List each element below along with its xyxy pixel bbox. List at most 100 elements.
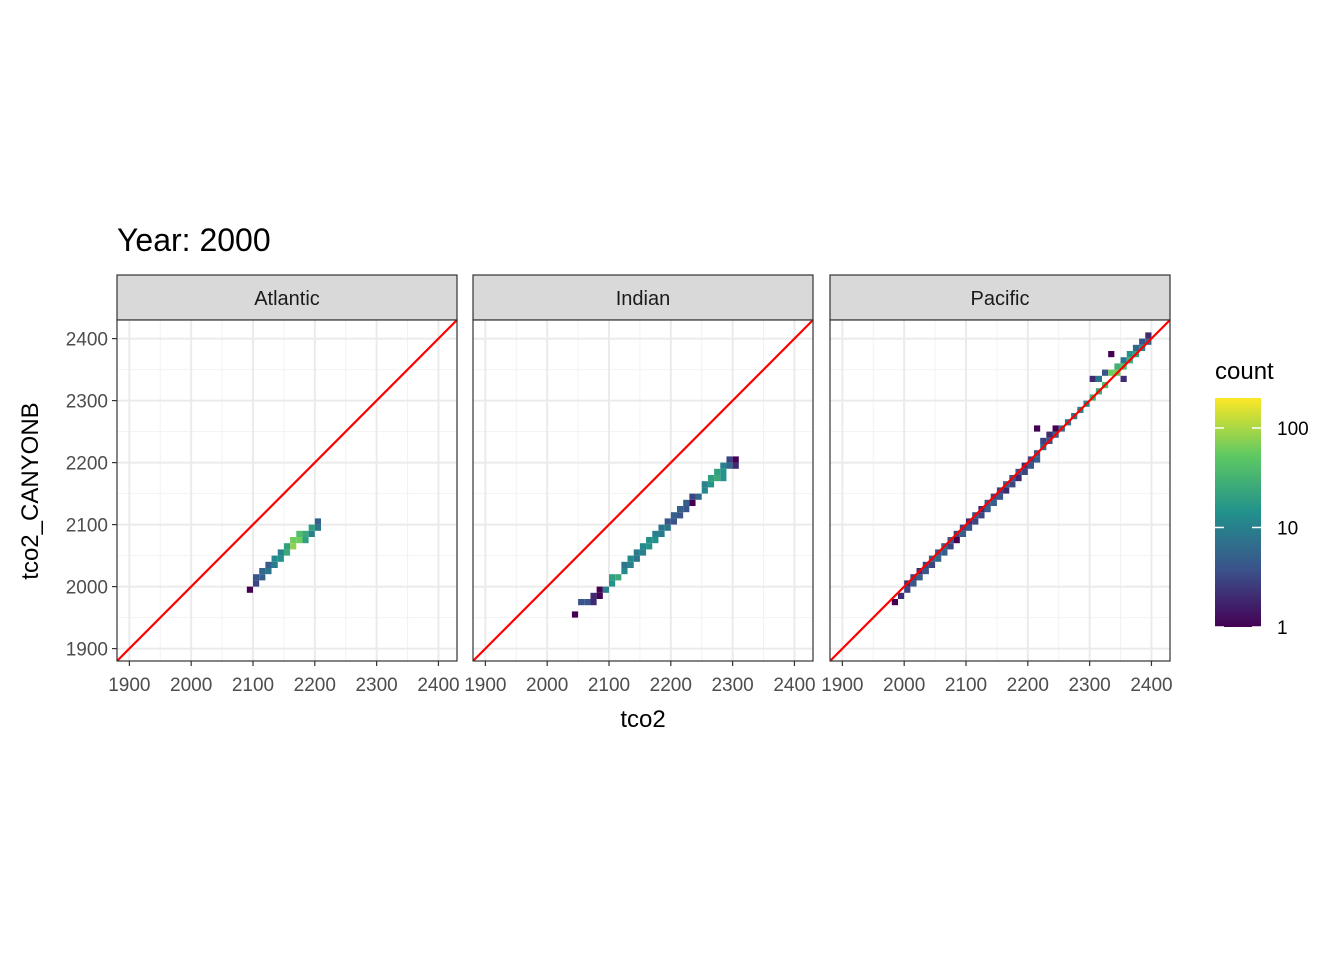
heatmap-bin [652,530,659,537]
heatmap-bin [984,506,991,513]
x-tick-label: 2400 [773,675,815,696]
heatmap-bin [922,568,929,575]
legend-colorbar [1215,398,1261,627]
heatmap-bin [253,580,260,587]
legend-break-label: 100 [1277,419,1309,440]
heatmap-bin [259,574,266,581]
x-tick-label: 2300 [711,675,753,696]
heatmap-bin [959,530,966,537]
panel-border [472,319,814,662]
heatmap-bin [627,561,634,568]
heatmap-bin [1034,456,1041,463]
facet-strip [116,274,458,321]
heatmap-bin [664,524,671,531]
heatmap-bin [910,580,917,587]
heatmap-bin [695,493,702,500]
heatmap-bin [972,518,979,525]
heatmap-bin [578,599,585,606]
y-tick-label: 2300 [66,392,108,413]
heatmap-bin [1102,369,1109,376]
heatmap-bin [290,543,297,550]
heatmap-bin [277,555,284,562]
heatmap-bin [941,549,948,556]
heatmap-bin [314,518,321,525]
panel-border [116,319,458,662]
heatmap-bin [639,543,647,550]
y-tick-label: 2200 [66,454,108,475]
heatmap-bin [1003,487,1010,494]
heatmap-bin [283,549,291,556]
heatmap-bin [1015,475,1022,482]
heatmap-bin [947,543,954,550]
heatmap-bin [290,537,297,544]
heatmap-bin [689,493,696,500]
heatmap-bin [966,524,973,531]
heatmap-bin [302,537,309,544]
x-tick-label: 2000 [526,675,568,696]
heatmap-bin [1114,363,1121,370]
heatmap-bin [953,537,960,544]
heatmap-bin [246,586,253,593]
x-tick-label: 2100 [232,675,274,696]
x-tick-label: 2400 [417,675,459,696]
heatmap-bin [596,592,603,599]
heatmap-bin [720,468,727,475]
chart-title: Year: 2000 [117,222,271,258]
heatmap-bin [726,462,733,469]
heatmap-bin [308,524,315,531]
x-tick-label: 2100 [588,675,630,696]
x-tick-label: 2000 [170,675,212,696]
heatmap-bin [1139,338,1146,345]
heatmap-bin [1108,369,1115,376]
heatmap-bin [1040,437,1047,444]
y-axis: 1900 2000 2100 2200 2300 2400 [66,330,117,661]
reference-line [473,320,813,661]
facet-label: Indian [616,288,671,310]
heatmap-bin [891,599,898,606]
heatmap-bin [670,512,677,519]
heatmap-bin [314,524,321,531]
heatmap-bin [571,611,579,618]
heatmap-bin [621,568,628,575]
heatmap-bin [296,537,303,544]
heatmap-bin [732,462,739,469]
heatmap-bin [633,549,640,556]
heatmap-bin [720,475,727,482]
heatmap-bin [1095,375,1102,382]
heatmap-bin [1126,351,1133,358]
x-tick-label: 1900 [464,675,506,696]
heatmap-bin [271,555,278,562]
heatmap-bin [683,499,690,506]
heatmap-bin [296,530,303,537]
heatmap-bin [308,530,315,537]
x-tick-label: 2400 [1130,675,1172,696]
heatmap-bin [646,537,653,544]
facet-label: Pacific [971,288,1030,310]
x-tick-label: 2000 [883,675,925,696]
heatmap-bin [609,574,616,581]
heatmap-bin [253,574,260,581]
x-tick-label: 2300 [1068,675,1110,696]
heatmap-bin [1120,375,1127,382]
heatmap-bin [1108,351,1115,358]
x-tick-label: 1900 [108,675,150,696]
legend-break-label: 10 [1277,518,1298,539]
heatmap-bin [707,475,715,482]
legend-break-label: 1 [1277,618,1288,639]
x-tick-label: 1900 [821,675,863,696]
heatmap-bin [935,555,942,562]
facet-label: Atlantic [254,288,320,310]
y-tick-label: 2400 [66,330,108,351]
heatmap-bin [664,518,671,525]
heatmap-bin [658,524,665,531]
facet-strip [829,274,1171,321]
heatmap-bin [689,499,696,506]
heatmap-bin [677,506,684,513]
heatmap-bin [621,561,628,568]
heatmap-bin [1120,357,1127,364]
heatmap-bin [677,512,684,519]
x-tick-label: 2300 [355,675,397,696]
y-tick-label: 2000 [66,578,108,599]
heatmap-bin [602,586,609,593]
